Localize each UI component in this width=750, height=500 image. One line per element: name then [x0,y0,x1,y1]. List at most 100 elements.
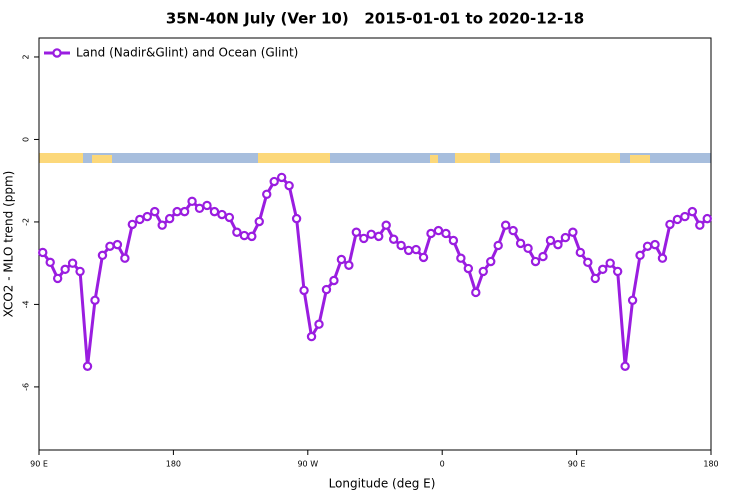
data-point [575,247,586,258]
data-point [456,253,466,263]
data-point [179,206,190,217]
data-point [388,234,399,244]
data-point [157,220,167,230]
data-point [612,266,623,277]
data-point [262,189,272,200]
data-point [583,257,593,268]
data-point [232,227,242,237]
data-point [82,361,93,371]
data-point [702,213,712,224]
data-point [276,172,287,183]
x-tick-label: 180 [166,460,181,469]
data-point [105,241,115,251]
data-point [321,284,332,295]
data-point [642,241,653,251]
data-point [254,216,264,227]
data-point [135,214,145,225]
x-tick-label: 90 E [30,460,48,469]
data-point [672,214,683,225]
data-point [627,295,638,305]
data-point [217,209,227,220]
data-point [239,230,250,241]
x-tick-label: 0 [440,460,445,469]
data-point [396,240,406,251]
data-point [336,254,347,265]
data-point [486,256,496,267]
data-point [224,212,235,223]
data-point [620,361,630,371]
data-point [306,331,317,342]
data-point [314,319,324,329]
data-point [381,220,391,230]
data-point [530,256,541,267]
plot-frame [38,37,712,451]
data-point [403,245,414,256]
data-point [291,213,302,224]
y-axis-label: XCO2 - MLO trend (ppm) [2,171,16,318]
x-tick-label: 90 W [297,460,318,469]
data-point [568,227,578,237]
data-point [120,253,130,263]
data-point [665,219,675,230]
data-point [515,238,526,249]
data-point [209,206,220,217]
data-point [493,240,503,251]
data-point [90,295,100,305]
data-point [45,257,55,268]
data-point [97,250,108,261]
data-point [38,247,48,258]
legend-label: Land (Nadir&Glint) and Ocean (Glint) [76,46,298,60]
data-point [657,253,668,263]
data-point [598,264,608,275]
data-point [590,273,600,284]
data-point [194,203,205,214]
data-point [538,251,548,262]
data-point [523,243,533,254]
data-point [635,250,645,261]
y-tick-label: -6 [22,383,31,391]
y-tick-label: -2 [22,218,31,226]
data-point [374,231,384,242]
data-point [478,266,488,277]
data-point [187,196,197,207]
x-tick-label: 90 E [568,460,586,469]
data-point [351,227,362,237]
data-point [329,275,339,286]
chart-title: 35N-40N July (Ver 10) 2015-01-01 to 2020… [166,10,584,28]
data-point [448,235,459,246]
data-point [202,200,212,211]
data-point [366,229,376,240]
data-point [67,258,78,268]
data-point [164,213,175,224]
data-point [142,211,152,222]
data-point [605,258,615,268]
data-point [112,239,123,250]
land-ocean-strip [39,153,711,163]
data-point [426,228,436,239]
data-point [680,211,690,222]
data-point [172,206,182,217]
x-axis-label: Longitude (deg E) [329,477,436,491]
data-point [508,225,518,236]
data-point [500,220,511,230]
y-tick-label: 0 [22,137,31,142]
data-point [359,233,369,244]
data-point [344,260,354,270]
y-tick-label: 2 [22,54,31,59]
data-point [695,220,705,230]
data-point [299,285,309,296]
data-point [127,219,138,230]
data-point [418,252,429,263]
y-tick-label: -4 [22,300,31,308]
data-point [545,235,556,246]
data-point [650,239,660,250]
data-point [471,287,481,298]
data-point [150,206,160,217]
data-point [441,228,451,239]
data-point [687,206,698,217]
data-point [247,231,257,242]
legend-marker [52,48,62,58]
data-point [284,180,294,191]
